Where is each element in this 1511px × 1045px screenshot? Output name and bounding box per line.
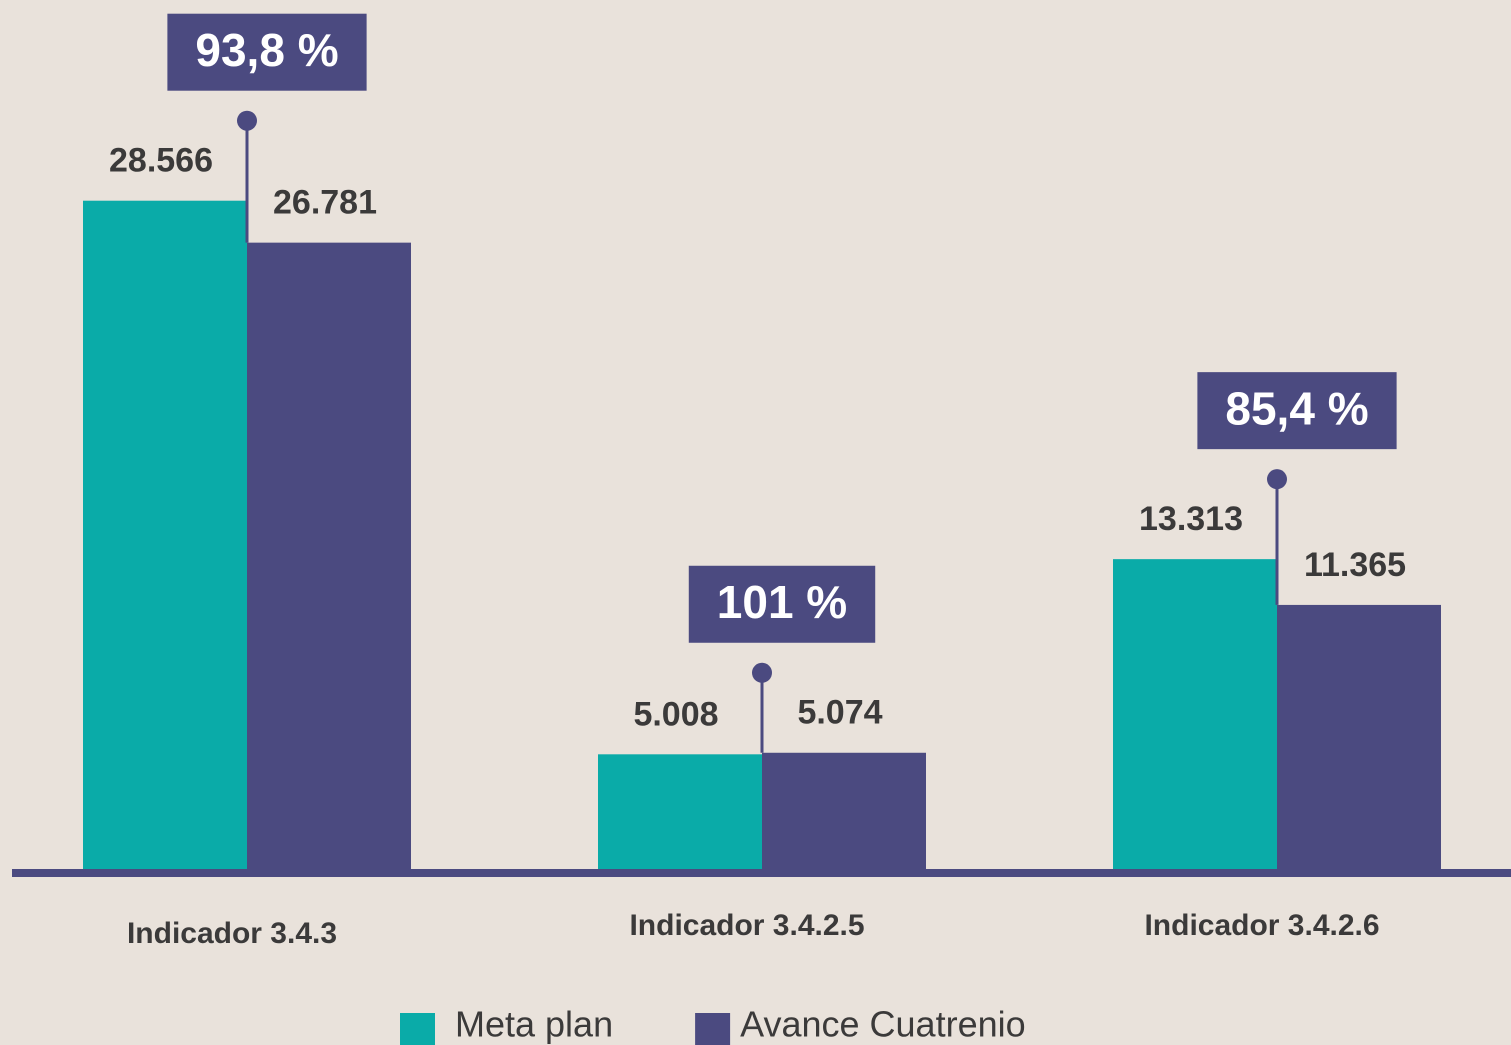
annotation-dot <box>752 662 772 683</box>
annotation: 101 % <box>717 576 847 628</box>
legend-label: Meta plan <box>455 1004 613 1045</box>
annotation: 85,4 % <box>1225 382 1368 434</box>
annotation: 93,8 % <box>195 24 338 76</box>
value-label: 28.566 <box>109 142 213 180</box>
legend-swatch <box>400 1013 435 1045</box>
bar <box>1113 559 1277 872</box>
value-label: 5.074 <box>797 694 882 732</box>
legend-label: Avance Cuatrenio <box>740 1004 1026 1045</box>
value-label: 13.313 <box>1139 500 1243 538</box>
bar <box>247 242 411 873</box>
bar <box>1277 604 1441 872</box>
annotation-box <box>1197 372 1397 450</box>
x-tick-label: Indicador 3.4.2.5 <box>629 909 864 942</box>
value-label: 26.781 <box>273 184 377 222</box>
annotation-dot <box>237 110 257 131</box>
annotation-dot <box>1267 469 1287 490</box>
value-label: 5.008 <box>633 695 718 733</box>
x-tick-label: Indicador 3.4.3 <box>127 917 337 950</box>
bar <box>762 752 926 872</box>
bar <box>83 200 247 873</box>
annotation-box <box>688 565 876 643</box>
bar <box>598 754 762 872</box>
x-tick-label: Indicador 3.4.2.6 <box>1144 909 1379 942</box>
legend-swatch <box>695 1013 731 1045</box>
value-label: 11.365 <box>1304 546 1406 584</box>
annotation-box <box>167 13 367 91</box>
